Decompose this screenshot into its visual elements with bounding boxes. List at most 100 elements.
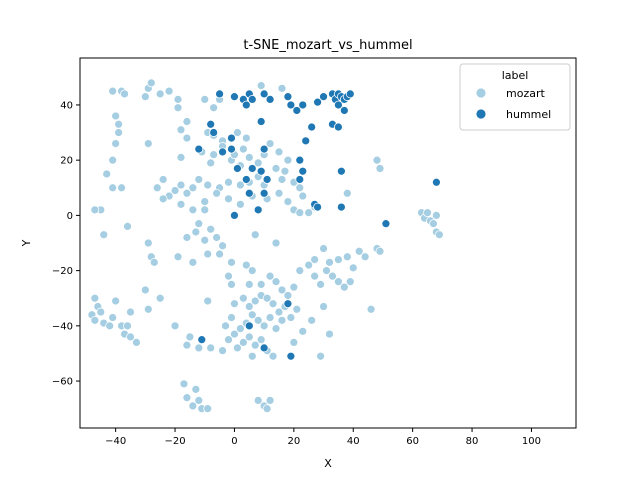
data-point-mozart [375, 164, 385, 173]
x-tick-label: 0 [231, 436, 237, 447]
data-point-hummel [227, 133, 236, 143]
x-tick-label: −40 [105, 436, 126, 447]
data-point-hummel [307, 122, 317, 132]
data-point-mozart [188, 257, 198, 267]
data-point-mozart [206, 158, 216, 168]
data-point-mozart [238, 293, 248, 303]
data-point-mozart [230, 329, 239, 339]
data-point-mozart [253, 158, 263, 168]
y-tick-label: −60 [52, 377, 73, 388]
data-point-mozart [182, 340, 192, 350]
data-point-mozart [108, 155, 118, 165]
data-point-mozart [372, 155, 382, 165]
data-point-mozart [203, 180, 213, 190]
data-point-mozart [209, 103, 219, 113]
data-point-hummel [218, 147, 227, 157]
data-point-mozart [182, 393, 192, 403]
data-point-mozart [289, 338, 299, 347]
data-point-hummel [230, 92, 239, 102]
data-point-mozart [126, 332, 135, 342]
data-point-mozart [108, 183, 118, 193]
data-point-mozart [265, 313, 275, 322]
data-point-mozart [244, 153, 254, 162]
data-point-mozart [218, 346, 227, 356]
data-point-mozart [185, 332, 195, 342]
data-point-mozart [250, 230, 260, 240]
data-point-hummel [241, 100, 251, 110]
data-point-mozart [334, 277, 343, 287]
data-point-mozart [194, 396, 204, 405]
data-point-hummel [286, 351, 296, 361]
data-point-hummel [253, 205, 263, 215]
data-point-mozart [140, 285, 150, 295]
data-point-mozart [224, 271, 233, 281]
data-point-mozart [182, 188, 192, 198]
data-point-hummel [334, 100, 343, 110]
y-tick-label: −20 [52, 266, 73, 277]
data-point-mozart [158, 194, 168, 204]
data-point-mozart [295, 183, 305, 193]
data-point-mozart [360, 252, 370, 262]
y-tick-label: 20 [60, 156, 73, 167]
data-point-mozart [277, 315, 287, 325]
data-point-mozart [173, 252, 183, 262]
x-axis-ticks: −40 −20 0 20 40 60 80 100 [105, 428, 541, 447]
data-point-mozart [90, 293, 100, 303]
data-point-mozart [325, 257, 334, 267]
data-point-mozart [200, 205, 210, 215]
scatter-points [87, 78, 444, 414]
data-point-mozart [203, 404, 213, 414]
data-point-mozart [182, 233, 192, 242]
data-point-mozart [90, 315, 100, 325]
legend-title: label [502, 69, 529, 82]
data-point-hummel [256, 117, 266, 126]
data-point-mozart [155, 89, 165, 99]
y-tick-label: 40 [60, 100, 73, 111]
data-point-mozart [304, 260, 314, 270]
data-point-mozart [227, 257, 236, 267]
data-point-hummel [301, 136, 311, 146]
data-point-mozart [233, 343, 242, 353]
data-point-mozart [280, 166, 290, 176]
data-point-mozart [247, 351, 257, 361]
data-point-mozart [316, 280, 325, 289]
legend: label mozart hummel [459, 63, 571, 131]
data-point-mozart [215, 249, 224, 259]
data-point-hummel [247, 95, 257, 104]
data-point-mozart [120, 89, 129, 99]
data-point-mozart [209, 150, 219, 160]
data-point-mozart [316, 351, 325, 361]
data-point-mozart [244, 332, 254, 342]
data-point-mozart [262, 293, 272, 303]
data-point-mozart [262, 404, 272, 414]
data-point-hummel [295, 175, 305, 184]
x-tick-label: 60 [406, 436, 419, 447]
x-tick-label: 40 [347, 436, 360, 447]
data-point-hummel [292, 106, 302, 115]
data-point-mozart [334, 255, 343, 264]
data-point-mozart [188, 401, 198, 411]
data-point-mozart [247, 310, 257, 320]
data-point-mozart [194, 175, 204, 184]
data-point-mozart [176, 180, 186, 190]
data-point-mozart [244, 280, 254, 289]
data-point-mozart [328, 271, 337, 281]
data-point-mozart [176, 125, 186, 135]
data-point-mozart [194, 343, 204, 353]
data-point-mozart [283, 197, 293, 206]
data-point-hummel [247, 164, 257, 173]
data-point-mozart [366, 304, 376, 314]
data-point-mozart [227, 313, 236, 322]
data-point-mozart [203, 296, 213, 306]
axes-frame [79, 57, 577, 429]
data-point-mozart [265, 139, 275, 148]
data-point-mozart [271, 324, 281, 333]
data-point-mozart [274, 307, 284, 317]
data-point-mozart [203, 249, 213, 259]
data-point-mozart [253, 315, 263, 325]
data-point-mozart [295, 266, 305, 275]
data-point-mozart [132, 338, 141, 347]
data-point-mozart [99, 230, 109, 240]
data-point-mozart [173, 95, 183, 104]
x-tick-label: 80 [466, 436, 479, 447]
